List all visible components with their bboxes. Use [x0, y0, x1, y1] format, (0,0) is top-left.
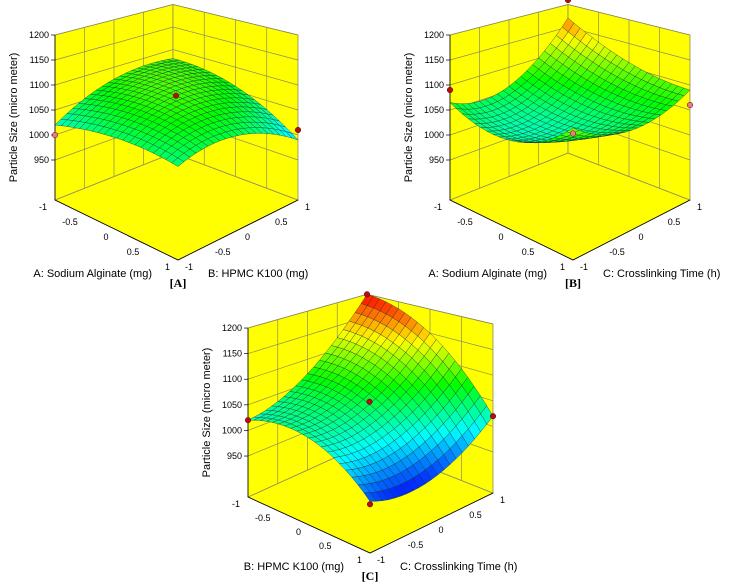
x-tick-label: -0.5: [255, 513, 271, 523]
z-tick-label: 950: [34, 155, 49, 165]
y-tick-label: 0.5: [275, 217, 288, 227]
y-tick-label: 0: [639, 232, 644, 242]
x-tick-label: 0.5: [319, 541, 332, 551]
surface-mesh: [247, 294, 494, 502]
x-tick-label: 0.5: [522, 247, 535, 257]
y-tick-label: 0: [245, 232, 250, 242]
y-tick-label: -0.5: [215, 247, 231, 257]
y-tick-label: -0.5: [408, 540, 424, 550]
z-axis-title: Particle Size (micro meter): [201, 348, 213, 478]
panel-label: [A]: [170, 276, 187, 290]
z-tick-label: 1000: [29, 130, 49, 140]
z-tick-label: 1100: [425, 80, 444, 90]
design-point: [51, 131, 59, 139]
x-axis-title: B: HPMC K100 (mg): [244, 561, 344, 573]
z-tick-label: 1200: [29, 30, 49, 40]
x-axis-title: A: Sodium Alginate (mg): [428, 268, 547, 280]
z-tick-label: 1150: [425, 55, 444, 65]
z-tick-label: 1050: [222, 400, 242, 410]
z-tick-label: 1000: [424, 130, 444, 140]
design-point: [366, 501, 374, 508]
design-point: [363, 291, 371, 298]
z-axis-title: Particle Size (micro meter): [403, 53, 415, 183]
design-point: [686, 101, 694, 109]
surface-plot-c: 950 1000 1050 1100 1150 1200 -1 -0.5 0 0.5 1 -1 -0.5…: [201, 291, 517, 583]
surface-mesh: [449, 17, 691, 143]
x-tick-label: 1: [560, 262, 565, 272]
wall-gridline: [54, 49, 299, 86]
surface-cell: [363, 492, 377, 502]
x-axis-title: A: Sodium Alginate (mg): [33, 268, 152, 280]
z-tick-label: 1200: [222, 323, 242, 333]
y-tick-label: -1: [377, 555, 385, 565]
wall-gridline: [54, 26, 299, 61]
design-point: [446, 86, 454, 94]
y-tick-label: -1: [580, 262, 588, 272]
x-tick-label: -1: [232, 499, 240, 509]
surface-plot-a: 950 1000 1050 1100 1150 1200 -1 -0.5 0 0.5 1 -1 -0.5…: [8, 3, 310, 290]
x-tick-label: -1: [434, 202, 442, 212]
x-tick-label: 1: [357, 555, 362, 565]
y-tick-label: 1: [697, 202, 702, 212]
y-tick-label: 1: [500, 495, 505, 505]
z-axis-title: Particle Size (micro meter): [8, 53, 20, 183]
z-tick-label: 1150: [223, 349, 242, 359]
y-tick-label: 0.5: [668, 217, 681, 227]
design-point: [172, 92, 180, 99]
design-point: [294, 126, 302, 134]
design-point: [366, 398, 373, 405]
y-axis-title: C: Crosslinking Time (h): [400, 561, 517, 573]
z-tick-label: 1150: [30, 55, 49, 65]
z-tick-label: 1200: [424, 30, 444, 40]
floor-axis-lines: [54, 199, 299, 261]
z-tick-label: 950: [429, 155, 444, 165]
surface-plot-b: 950 1000 1050 1100 1150 1200 -1 -0.5 0 0.5 1 -1 -0.5…: [403, 0, 720, 290]
z-tick-label: 1050: [29, 105, 49, 115]
z-tick-label: 950: [227, 451, 242, 461]
panel-label: [B]: [565, 276, 581, 290]
design-point: [489, 413, 497, 420]
x-tick-label: 1: [165, 262, 170, 272]
z-tick-label: 1050: [424, 105, 444, 115]
wall-gridline: [449, 4, 691, 36]
surface-mesh: [54, 58, 299, 167]
y-axis-title: C: Crosslinking Time (h): [603, 268, 720, 280]
y-axis-title: B: HPMC K100 (mg): [208, 268, 308, 280]
x-tick-label: -0.5: [457, 217, 473, 227]
design-point: [569, 130, 577, 137]
panel-label: [C]: [362, 569, 379, 583]
y-tick-label: 1: [305, 202, 310, 212]
z-tick-label: 1000: [222, 425, 242, 435]
y-tick-label: -0.5: [609, 247, 625, 257]
surface-cell: [171, 157, 185, 167]
z-tick-label: 1100: [30, 80, 49, 90]
y-tick-label: -1: [185, 262, 193, 272]
design-point: [564, 0, 572, 4]
z-tick-label: 1100: [223, 374, 242, 384]
x-tick-label: 0: [296, 527, 301, 537]
y-tick-label: 0: [439, 525, 444, 535]
design-point: [244, 417, 252, 424]
wall-gridline: [54, 4, 299, 36]
y-tick-label: 0.5: [469, 510, 482, 520]
floor-axis-lines: [449, 199, 691, 261]
x-tick-label: 0: [498, 232, 503, 242]
x-tick-label: -1: [39, 202, 47, 212]
x-tick-label: -0.5: [62, 217, 78, 227]
x-tick-label: 0: [103, 232, 108, 242]
floor-axis-lines: [247, 492, 494, 554]
x-tick-label: 0.5: [127, 247, 140, 257]
